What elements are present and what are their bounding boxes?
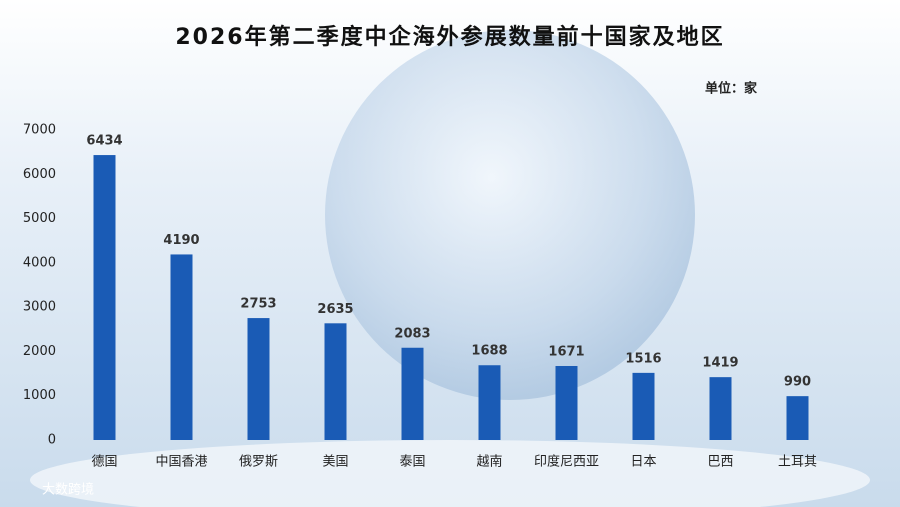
cloud-decoration xyxy=(30,440,870,507)
x-tick-label: 美国 xyxy=(322,455,348,470)
bar xyxy=(478,365,501,440)
globe-decoration xyxy=(325,30,695,400)
bar xyxy=(632,372,655,440)
value-label: 4190 xyxy=(163,233,199,248)
value-label: 1688 xyxy=(471,344,507,359)
x-tick-label: 日本 xyxy=(630,455,656,470)
bar xyxy=(555,365,578,440)
bar xyxy=(401,347,424,440)
x-tick-label: 中国香港 xyxy=(155,455,207,470)
bar xyxy=(93,155,116,440)
x-tick-label: 印度尼西亚 xyxy=(534,454,599,470)
x-tick-label: 土耳其 xyxy=(778,455,817,470)
x-tick-label: 泰国 xyxy=(399,455,425,470)
value-label: 2083 xyxy=(394,326,430,341)
y-tick-label: 3000 xyxy=(23,300,56,315)
x-tick-label: 俄罗斯 xyxy=(239,455,278,470)
x-tick-label: 越南 xyxy=(476,454,502,470)
bar xyxy=(324,323,347,440)
y-tick-label: 6000 xyxy=(23,167,56,182)
y-tick-label: 2000 xyxy=(23,344,56,359)
value-label: 2635 xyxy=(317,302,353,317)
value-label: 1516 xyxy=(625,351,661,366)
value-label: 990 xyxy=(784,375,811,390)
bar xyxy=(709,377,732,440)
value-label: 1671 xyxy=(548,344,584,359)
unit-label: 单位：家 xyxy=(705,81,758,97)
y-tick-label: 4000 xyxy=(23,255,56,270)
y-tick-label: 5000 xyxy=(23,211,56,226)
value-label: 6434 xyxy=(86,134,122,149)
watermark: 大数跨境 xyxy=(42,483,94,498)
y-tick-label: 1000 xyxy=(23,388,56,403)
bar xyxy=(170,254,193,440)
x-tick-label: 巴西 xyxy=(707,455,733,470)
x-tick-label: 德国 xyxy=(91,455,117,470)
bar xyxy=(786,396,809,440)
value-label: 1419 xyxy=(702,356,738,371)
value-label: 2753 xyxy=(240,297,276,312)
y-tick-label: 0 xyxy=(48,433,56,448)
chart-title: 2026年第二季度中企海外参展数量前十国家及地区 xyxy=(175,24,724,50)
bar xyxy=(247,318,270,440)
y-tick-label: 7000 xyxy=(23,123,56,138)
